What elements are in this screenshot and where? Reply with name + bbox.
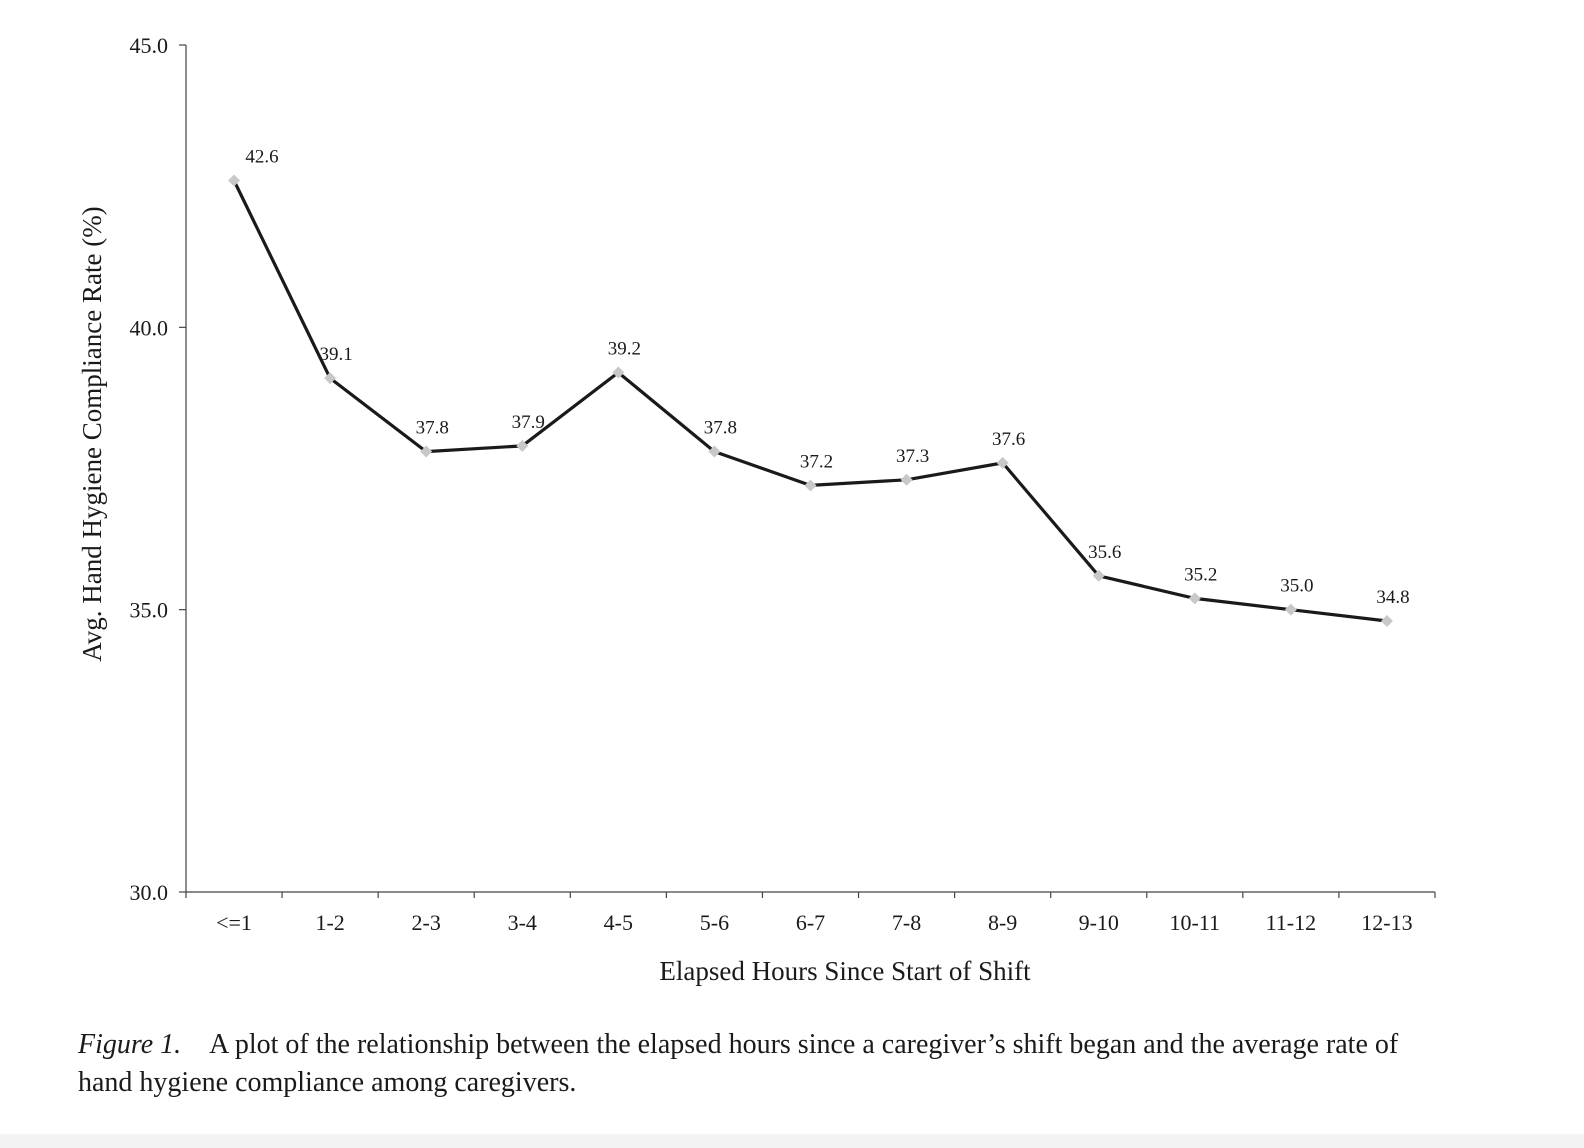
data-label: 42.6: [245, 147, 278, 168]
x-axis-title: Elapsed Hours Since Start of Shift: [659, 956, 1031, 986]
data-label: 37.3: [896, 446, 929, 467]
data-label: 35.6: [1088, 542, 1121, 563]
data-point-marker: [708, 445, 721, 458]
data-label: 39.2: [608, 339, 641, 360]
x-tick-label: 6-7: [796, 910, 825, 935]
data-label: 37.8: [704, 418, 737, 439]
data-label: 35.2: [1184, 564, 1217, 585]
y-tick-label: 35.0: [130, 598, 169, 623]
x-tick-label: 9-10: [1079, 910, 1119, 935]
x-tick-label: 3-4: [508, 910, 537, 935]
x-tick-label: 10-11: [1170, 910, 1221, 935]
data-point-marker: [612, 366, 625, 379]
x-tick-label: 7-8: [892, 910, 921, 935]
y-tick-label: 40.0: [130, 315, 169, 340]
data-point-marker: [900, 473, 913, 486]
line-chart: 30.0 35.0 40.0 45.0 <=1 1-2 2-3 3-4 4-5 5-6 6-7 7-…: [77, 33, 1436, 986]
series-markers: [228, 174, 1393, 627]
data-point-marker: [804, 479, 817, 492]
figure-caption: Figure 1. A plot of the relationship betw…: [78, 1026, 1458, 1102]
x-tick-label: 5-6: [700, 910, 729, 935]
data-label: 37.8: [416, 418, 449, 439]
data-label: 39.1: [319, 344, 352, 365]
x-tick-label: 4-5: [604, 910, 633, 935]
y-axis-ticks: 30.0 35.0 40.0 45.0: [130, 33, 186, 905]
x-tick-label: 11-12: [1266, 910, 1317, 935]
x-tick-label: 8-9: [988, 910, 1017, 935]
x-tick-label: 12-13: [1361, 910, 1412, 935]
y-axis-title: Avg. Hand Hygiene Compliance Rate (%): [77, 206, 107, 661]
x-tick-label: <=1: [216, 910, 252, 935]
page-bottom-bar: [0, 1134, 1584, 1148]
data-point-marker: [324, 372, 337, 385]
data-point-marker: [1380, 614, 1393, 627]
data-point-marker: [996, 456, 1009, 469]
data-point-marker: [228, 174, 241, 187]
y-tick-label: 30.0: [130, 880, 169, 905]
data-point-marker: [420, 445, 433, 458]
data-point-marker: [1284, 603, 1297, 616]
data-label: 37.2: [800, 451, 833, 472]
x-tick-label: 1-2: [315, 910, 344, 935]
figure-label: Figure 1.: [78, 1029, 182, 1060]
data-label: 37.9: [512, 412, 545, 433]
x-tick-label: 2-3: [412, 910, 441, 935]
data-point-marker: [1188, 592, 1201, 605]
series-line: [232, 179, 1388, 623]
caption-text: A plot of the relationship between the e…: [78, 1029, 1399, 1098]
x-axis-ticks: <=1 1-2 2-3 3-4 4-5 5-6 6-7 7-8 8-9 9-10 10-11 11-1…: [185, 892, 1436, 935]
y-tick-label: 45.0: [130, 33, 169, 58]
data-point-marker: [1092, 569, 1105, 582]
series-polyline: [232, 179, 1388, 623]
data-label: 37.6: [992, 429, 1025, 450]
data-point-marker: [516, 439, 529, 452]
data-label: 34.8: [1376, 587, 1409, 608]
chart-axes: [185, 45, 1435, 893]
data-label: 35.0: [1280, 576, 1313, 597]
data-labels: 42.6 39.1 37.8 37.9 39.2 37.8 37.2 37.3 37.6 35.6…: [245, 147, 1409, 608]
